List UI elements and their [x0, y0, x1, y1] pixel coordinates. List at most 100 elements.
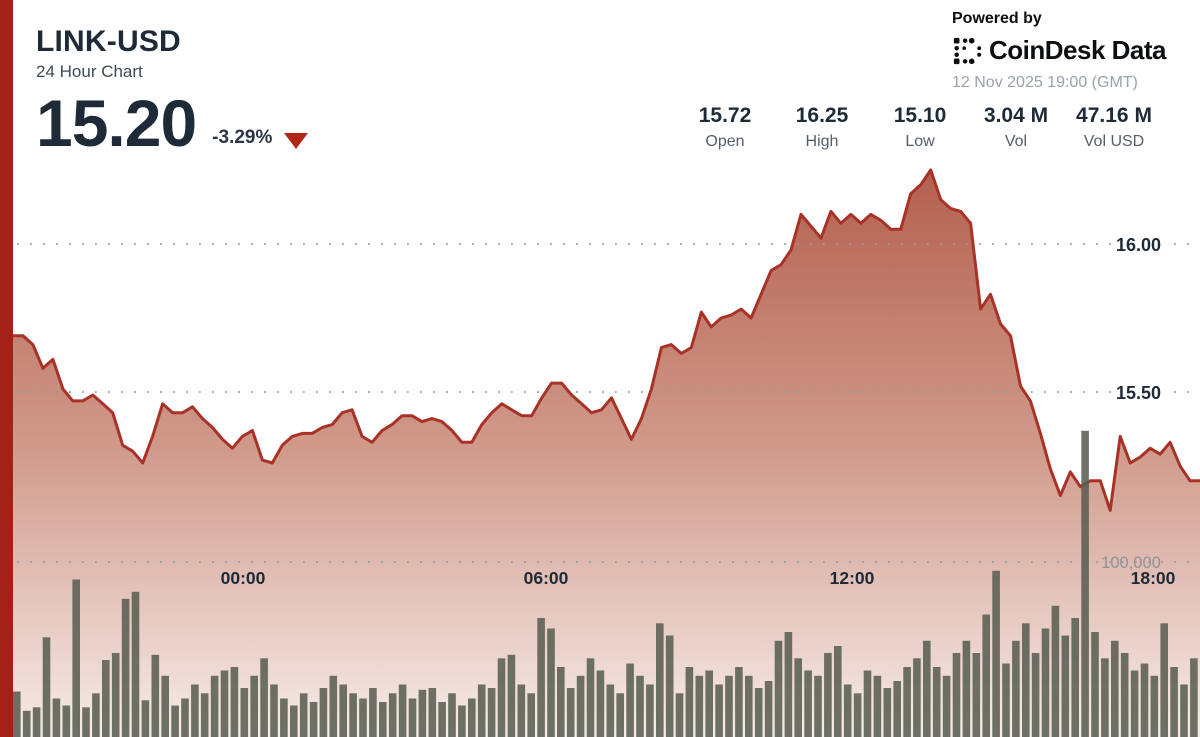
volume-bar	[200, 693, 209, 737]
coindesk-dots-icon	[953, 37, 982, 64]
volume-bar	[161, 675, 169, 737]
volume-bar	[240, 688, 249, 737]
volume-bar	[1041, 628, 1050, 737]
stat-open-label: Open	[705, 133, 745, 150]
stat-vol: 3.04 M Vol	[984, 104, 1048, 151]
volume-bar	[319, 688, 328, 737]
stat-vol-value: 3.04 M	[983, 104, 1049, 127]
volume-bar	[497, 658, 506, 737]
volume-bar	[1022, 623, 1030, 737]
volume-bar	[893, 681, 901, 737]
volume-bar	[606, 684, 615, 737]
price-tick-15-50: 15.50	[1116, 383, 1161, 403]
volume-bar	[62, 705, 71, 737]
volume-bar	[1150, 675, 1159, 737]
stat-open-value: 15.72	[698, 104, 752, 127]
volume-bar	[388, 693, 397, 737]
volume-bar	[1012, 640, 1020, 737]
volume-bar	[665, 635, 674, 737]
volume-bar	[13, 691, 21, 737]
volume-bar	[507, 654, 516, 737]
volume-bar	[408, 698, 417, 737]
volume-bar	[102, 660, 110, 737]
volume-bar	[616, 693, 624, 737]
volume-bar	[576, 675, 585, 737]
volume-bar	[398, 684, 407, 737]
volume-bar	[843, 684, 852, 737]
volume-bar	[972, 653, 981, 737]
volume-bar	[82, 707, 90, 737]
volume-tick-100000: 100,000	[1101, 554, 1161, 572]
volume-bar	[1140, 663, 1149, 737]
volume-bar	[458, 705, 466, 737]
current-price: 15.20	[36, 85, 197, 160]
volume-bar	[517, 684, 526, 737]
volume-bar	[1160, 623, 1168, 737]
volume-bar	[1091, 632, 1099, 737]
volume-bar	[883, 688, 892, 737]
volume-bar	[735, 667, 743, 737]
volume-bar	[191, 684, 199, 737]
volume-bar	[834, 646, 842, 737]
volume-bar	[359, 698, 367, 737]
stat-open: 15.72 Open	[699, 104, 752, 151]
timestamp: 12 Nov 2025 19:00 (GMT)	[952, 74, 1138, 91]
volume-bar	[369, 688, 377, 737]
volume-bar	[438, 702, 446, 737]
volume-bar	[962, 640, 971, 737]
volume-bar	[1130, 670, 1139, 737]
volume-bar	[121, 598, 130, 737]
price-change-percent: -3.29%	[212, 126, 273, 148]
volume-bar	[1190, 658, 1198, 737]
volume-bar	[280, 698, 288, 737]
volume-bar	[379, 702, 387, 737]
volume-bar	[131, 591, 140, 737]
volume-bar	[349, 693, 357, 737]
volume-bar	[695, 675, 704, 737]
volume-bar	[1002, 663, 1010, 737]
volume-bar	[774, 640, 783, 737]
coindesk-logo-text: CoinDesk Data	[989, 35, 1167, 65]
volume-bar	[32, 707, 41, 737]
volume-bar	[270, 684, 278, 737]
volume-bar	[932, 667, 941, 737]
volume-bar	[181, 698, 189, 737]
volume-bar	[853, 693, 862, 737]
volume-bar	[1170, 667, 1178, 737]
volume-bar	[1071, 618, 1079, 737]
volume-bar	[992, 570, 1000, 737]
coindesk-logo: CoinDesk Data	[952, 35, 1167, 66]
time-tick-06-00: 06:00	[524, 568, 569, 588]
volume-bar	[715, 684, 723, 737]
stat-vol-usd-value: 47.16 M	[1076, 104, 1152, 127]
stat-low: 15.10 Low	[894, 104, 947, 151]
left-accent-bar	[0, 0, 13, 737]
volume-bar	[527, 693, 535, 737]
volume-bar	[468, 698, 476, 737]
stat-vol-usd-label: Vol USD	[1083, 133, 1145, 150]
volume-bar	[210, 675, 219, 737]
volume-bar	[754, 688, 763, 737]
tick-label-bg	[1112, 232, 1170, 256]
volume-bar	[42, 637, 51, 737]
volume-bar	[220, 670, 229, 737]
volume-bar	[329, 675, 338, 737]
stat-vol-usd: 47.16 M Vol USD	[1076, 104, 1152, 151]
volume-bar	[1180, 684, 1188, 737]
volume-bar	[477, 684, 486, 737]
volume-bar	[141, 700, 150, 737]
volume-bar	[626, 663, 634, 737]
volume-bar	[428, 688, 437, 737]
volume-bar	[1081, 430, 1089, 737]
price-line	[11, 168, 1200, 512]
time-tick-00-00: 00:00	[221, 568, 266, 588]
tick-label-bg	[1112, 380, 1170, 404]
volume-bar	[1111, 640, 1119, 737]
header: LINK-USD 24 Hour Chart 15.20 -3.29%	[36, 26, 309, 160]
volume-bar	[418, 689, 427, 737]
volume-bar	[448, 693, 456, 737]
stat-high: 16.25 High	[796, 104, 849, 151]
volume-bar	[804, 670, 812, 737]
time-tick-18-00: 18:00	[1131, 568, 1176, 588]
